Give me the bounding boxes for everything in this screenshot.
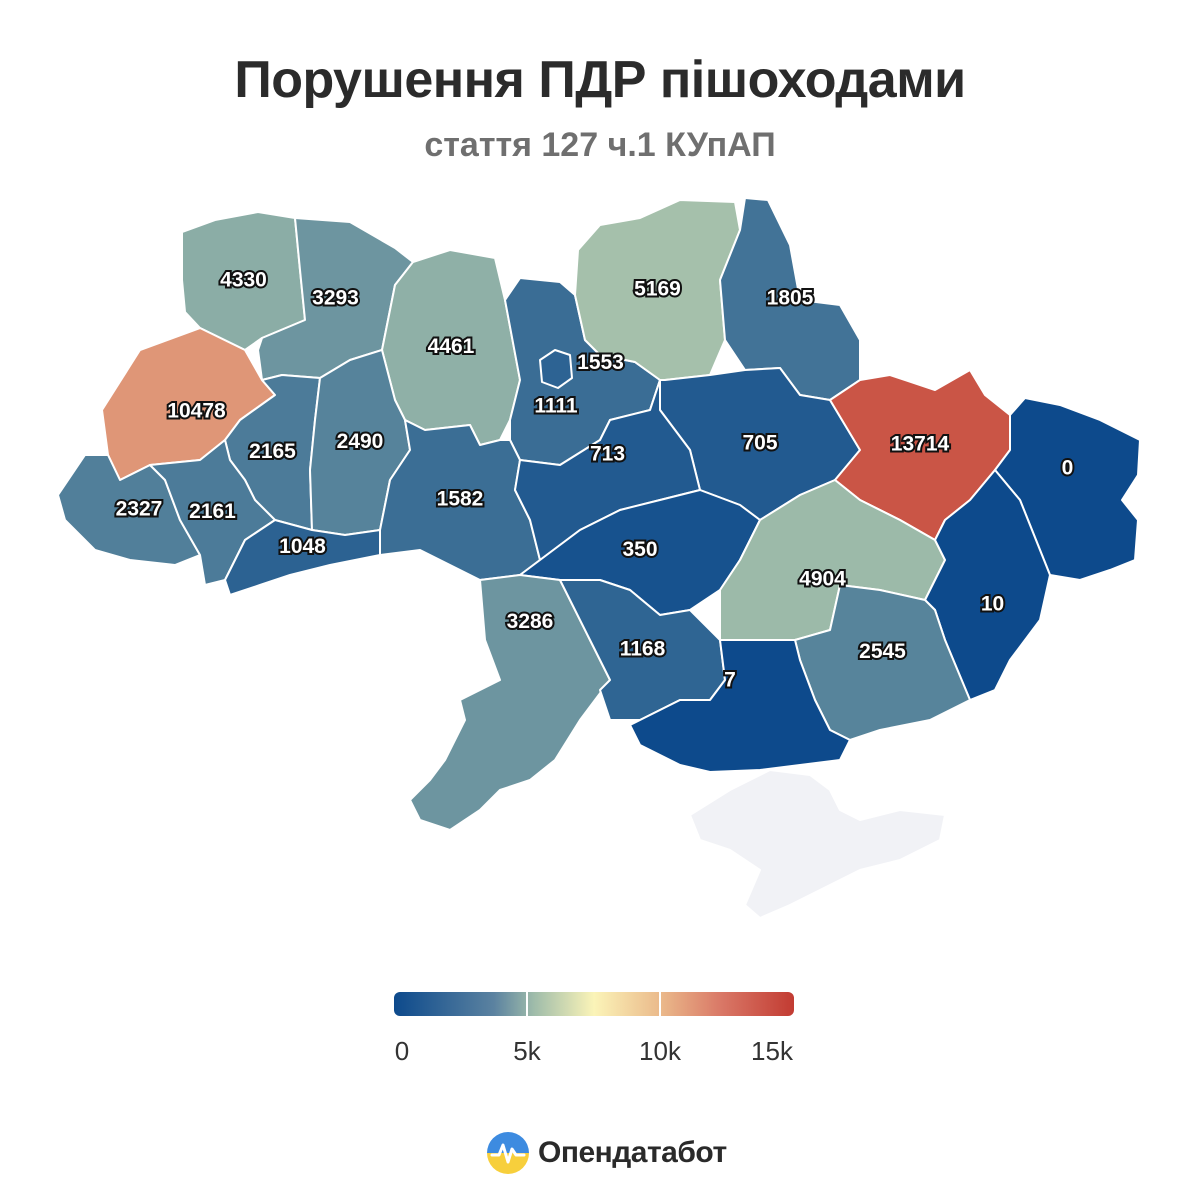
color-scale-legend [394,992,794,1016]
brand-name: Опендатабот [538,1136,727,1169]
region-label-zakarpattia: 2327 [116,498,163,521]
legend-tick-10k: 10k [639,1036,681,1066]
region-label-vinnytsia: 1582 [437,488,484,511]
region-label-cherkasy: 713 [590,443,625,466]
region-label-chernihiv: 5169 [634,278,681,301]
brand: Опендатабот [486,1130,727,1176]
region-label-volyn: 4330 [220,269,267,292]
region-label-kherson: 7 [724,669,736,692]
region-kherson[interactable] [629,639,851,773]
region-label-zhytomyr: 4461 [428,335,475,358]
legend-separator [659,992,661,1016]
region-label-luhansk: 0 [1062,457,1074,480]
legend-separator [526,992,528,1016]
region-label-zaporizhzhia: 2545 [859,640,906,663]
region-label-dnipropetrovsk: 4904 [799,568,846,591]
opendatabot-logo-icon [487,1132,529,1174]
region-label-khmelnytskyi: 2490 [337,430,384,453]
region-label-ternopil: 2165 [249,440,296,463]
region-label-mykolaiv: 1168 [620,638,666,661]
map-subtitle: стаття 127 ч.1 КУпАП [424,126,776,164]
region-cherkasy[interactable] [514,379,701,561]
region-label-lviv: 10478 [167,400,226,423]
region-label-chernivtsi: 1048 [279,535,326,558]
map-title: Порушення ПДР пішоходами [234,51,966,109]
region-label-rivne: 3293 [312,287,359,310]
region-label-sumy: 1805 [767,287,814,310]
region-label-donetsk: 10 [981,593,1004,616]
region-label-kyiv-city: 1111 [534,395,578,418]
legend-tick-15k: 15k [751,1036,793,1066]
region-label-ivano-frankivsk: 2161 [189,500,236,523]
region-label-poltava: 705 [742,432,777,455]
legend-tick-5k: 5k [513,1036,541,1066]
region-label-kyiv-oblast: 1553 [577,351,624,374]
region-label-kirovohrad: 350 [622,538,657,561]
region-label-kharkiv: 13714 [891,433,950,456]
region-label-odesa: 3286 [507,610,554,633]
region-crimea[interactable] [689,769,946,919]
region-kyiv-city[interactable] [539,349,573,389]
legend-tick-0: 0 [394,1036,410,1066]
legend-gradient-bar [394,992,794,1016]
